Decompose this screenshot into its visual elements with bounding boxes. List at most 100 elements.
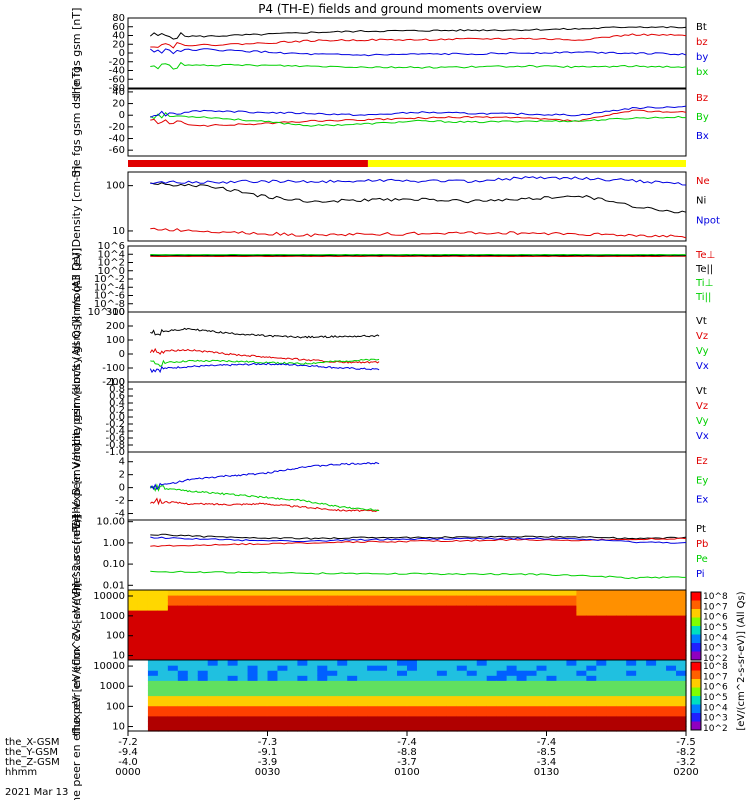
spectrogram-cell xyxy=(387,685,398,692)
spectrogram-cell xyxy=(526,670,538,676)
spectrogram-cell xyxy=(486,680,498,686)
spectrogram-cell xyxy=(476,665,488,671)
spectrogram-cell xyxy=(177,725,189,732)
spectrogram-cell xyxy=(476,655,488,661)
spectrogram-cell xyxy=(137,700,149,707)
spectrogram-cell xyxy=(466,705,478,712)
spectrogram-cell xyxy=(307,590,318,596)
spectrogram-cell xyxy=(546,675,558,681)
spectrogram-cell xyxy=(128,620,139,626)
spectrogram-cell xyxy=(636,695,647,702)
spectrogram-cell xyxy=(616,675,627,681)
spectrogram-cell xyxy=(287,710,298,717)
y-tick-label: 10.00 xyxy=(96,517,125,528)
spectrogram-cell xyxy=(666,705,677,712)
spectrogram-cell xyxy=(516,705,528,712)
spectrogram-cell xyxy=(227,655,239,661)
colorbar-cell xyxy=(691,651,701,661)
spectrogram-cell xyxy=(466,715,478,722)
series-line xyxy=(150,111,686,127)
spectrogram-cell xyxy=(317,695,328,702)
y-tick-label: -40 xyxy=(109,134,125,145)
spectrogram-cell xyxy=(187,605,199,611)
spectrogram-cell xyxy=(666,630,677,636)
spectrogram-cell xyxy=(317,610,328,616)
spectrogram-cell xyxy=(157,665,169,671)
spectrogram-cell xyxy=(436,630,448,636)
spectrogram-cell xyxy=(466,710,478,717)
spectrogram-cell xyxy=(516,615,528,621)
spectrogram-cell xyxy=(257,645,269,651)
spectrogram-cell xyxy=(416,645,428,651)
spectrogram-cell xyxy=(317,690,328,697)
spectrogram-cell xyxy=(656,600,667,606)
spectrogram-cell xyxy=(227,645,239,651)
spectrogram-cell xyxy=(576,605,587,611)
spectrogram-cell xyxy=(676,660,687,666)
spectrogram-cell xyxy=(147,630,159,636)
spectrogram-cell xyxy=(187,675,199,681)
legend-entry: by xyxy=(696,52,708,63)
spectrogram-cell xyxy=(217,595,229,601)
spectrogram-cell xyxy=(267,640,279,646)
spectrogram-cell xyxy=(297,665,308,671)
spectrogram-cell xyxy=(287,700,298,707)
spectrogram-cell xyxy=(147,705,159,712)
spectrogram-cell xyxy=(167,625,179,631)
spectrogram-cell xyxy=(147,685,159,692)
y-tick-label: 10 xyxy=(112,651,125,662)
spectrogram-cell xyxy=(546,605,558,611)
spectrogram-cell xyxy=(416,705,428,712)
y-tick-label: -0.6 xyxy=(105,433,125,444)
legend-entry: Pe xyxy=(696,554,708,565)
spectrogram-cell xyxy=(367,640,378,646)
spectrogram-cell xyxy=(446,615,458,621)
spectrogram-cell xyxy=(177,620,189,626)
spectrogram-cell xyxy=(327,650,338,656)
spectrogram-cell xyxy=(167,640,179,646)
spectrogram-cell xyxy=(506,660,518,666)
spectrogram-cell xyxy=(347,590,358,596)
spectrogram-cell xyxy=(646,695,657,702)
spectrogram-cell xyxy=(666,720,677,727)
spectrogram-cell xyxy=(197,665,209,671)
spectrogram-cell xyxy=(626,600,637,606)
spectrogram-cell xyxy=(177,705,189,712)
spectrogram-cell xyxy=(377,635,388,641)
spectrogram-cell xyxy=(576,625,587,631)
spectrogram-cell xyxy=(277,675,289,681)
spectrogram-cell xyxy=(556,615,568,621)
spectrogram-cell xyxy=(576,590,587,596)
spectrogram-cell xyxy=(197,655,209,661)
spectrogram-cell xyxy=(586,630,597,636)
footer-row-label: the_X-GSM xyxy=(5,737,59,748)
spectrogram-cell xyxy=(636,725,647,732)
spectrogram-cell xyxy=(666,595,677,601)
spectrogram-cell xyxy=(297,590,308,596)
spectrogram-cell xyxy=(347,630,358,636)
spectrogram-cell xyxy=(227,720,239,727)
spectrogram-cell xyxy=(257,710,269,717)
spectrogram-cell xyxy=(317,650,328,656)
spectrogram-cell xyxy=(566,635,577,641)
spectrogram-cell xyxy=(546,610,558,616)
spectrogram-cell xyxy=(456,670,468,676)
spectrogram-cell xyxy=(556,610,568,616)
spectrogram-cell xyxy=(656,610,667,616)
spectrogram-cell xyxy=(436,605,448,611)
spectrogram-cell xyxy=(377,640,388,646)
spectrogram-cell xyxy=(257,595,269,601)
spectrogram-cell xyxy=(586,690,597,697)
spectrogram-cell xyxy=(277,645,289,651)
spectrogram-cell xyxy=(327,620,338,626)
spectrogram-cell xyxy=(556,675,568,681)
legend-entry: Vt xyxy=(696,386,707,397)
spectrogram-cell xyxy=(676,590,687,596)
spectrogram-cell xyxy=(606,655,617,661)
spectrogram-cell xyxy=(526,600,538,606)
spectrogram-cell xyxy=(337,630,348,636)
panel-frame xyxy=(127,381,687,453)
spectrogram-cell xyxy=(257,615,269,621)
spectrogram-cell xyxy=(516,715,528,722)
spectrogram-cell xyxy=(177,700,189,707)
